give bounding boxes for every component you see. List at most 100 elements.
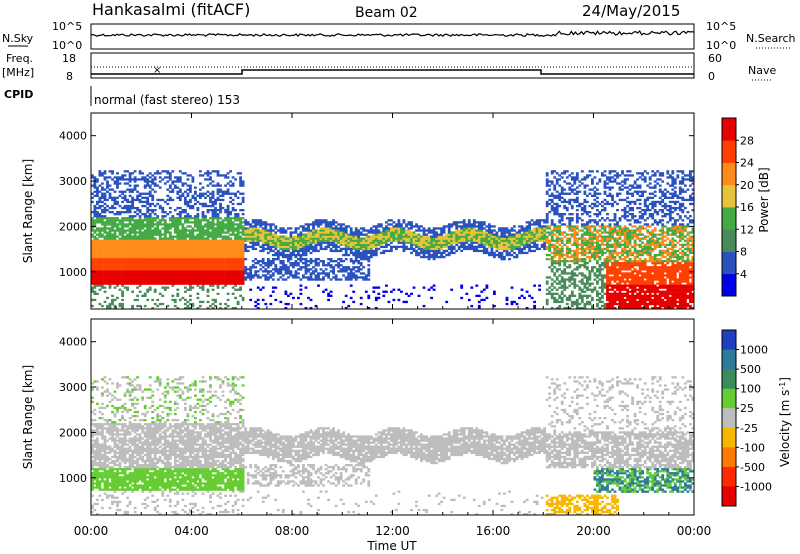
- heatmap-cell: [505, 253, 509, 257]
- heatmap-cell: [570, 292, 574, 295]
- heatmap-cell: [161, 276, 165, 279]
- heatmap-cell: [317, 284, 320, 287]
- heatmap-cell: [535, 247, 539, 251]
- heatmap-cell: [239, 280, 242, 283]
- heatmap-cell: [297, 264, 300, 267]
- heatmap-cell: [184, 247, 187, 251]
- heatmap-cell: [93, 206, 97, 210]
- heatmap-cell: [274, 233, 278, 236]
- heatmap-cell: [108, 266, 112, 269]
- heatmap-cell: [327, 258, 330, 261]
- heatmap-cell: [141, 176, 145, 179]
- heatmap-cell: [158, 282, 162, 285]
- heatmap-cell: [168, 258, 172, 261]
- heatmap-cell: [123, 204, 127, 208]
- heatmap-cell: [108, 223, 112, 226]
- heatmap-cell: [128, 184, 132, 187]
- heatmap-cell: [528, 225, 531, 228]
- heatmap-cell: [196, 227, 200, 230]
- heatmap-cell: [505, 296, 509, 300]
- heatmap-cell: [168, 274, 172, 277]
- heatmap-cell: [101, 241, 104, 244]
- heatmap-cell: [281, 229, 285, 232]
- nsearch-tick-top: 10^5: [706, 20, 736, 33]
- heatmap-cell: [558, 221, 562, 224]
- heatmap-cell: [116, 272, 119, 275]
- heatmap-cell: [450, 243, 454, 246]
- heatmap-cell: [211, 243, 215, 246]
- heatmap-cell: [239, 268, 242, 271]
- heatmap-cell: [98, 266, 102, 269]
- heatmap-cell: [276, 272, 280, 275]
- heatmap-cell: [196, 262, 200, 265]
- heatmap-cell: [116, 243, 119, 246]
- heatmap-cell: [332, 245, 335, 248]
- heatmap-cell: [136, 276, 139, 279]
- heatmap-cell: [236, 253, 240, 257]
- heatmap-cell: [420, 235, 423, 238]
- heatmap-cell: [241, 241, 245, 244]
- heatmap-cell: [540, 231, 544, 234]
- heatmap-cell: [445, 245, 449, 248]
- heatmap-cell: [121, 258, 124, 261]
- heatmap-cell: [239, 178, 242, 181]
- heatmap-cell: [171, 278, 175, 281]
- heatmap-cell: [271, 260, 275, 263]
- heatmap-cell: [294, 274, 298, 277]
- heatmap-cell: [520, 294, 524, 297]
- heatmap-cell: [196, 268, 200, 271]
- heatmap-cell: [450, 239, 454, 242]
- heatmap-cell: [184, 227, 187, 230]
- heatmap-cell: [234, 272, 237, 275]
- heatmap-cell: [548, 225, 552, 228]
- heatmap-cell: [254, 300, 258, 304]
- heatmap-cell: [565, 298, 569, 302]
- heatmap-cell: [204, 282, 207, 285]
- heatmap-cell: [131, 253, 134, 257]
- heatmap-cell: [309, 298, 313, 302]
- heatmap-cell: [304, 251, 308, 255]
- heatmap-cell: [289, 272, 293, 275]
- heatmap-cell: [199, 235, 202, 238]
- heatmap-cell: [111, 235, 114, 238]
- heatmap-cell: [261, 260, 265, 263]
- heatmap-cell: [141, 178, 145, 181]
- heatmap-cell: [91, 268, 94, 271]
- heatmap-cell: [201, 251, 205, 255]
- heatmap-cell: [106, 209, 109, 212]
- heatmap-cell: [457, 245, 461, 248]
- heatmap-cell: [194, 253, 197, 257]
- heatmap-cell: [163, 262, 167, 265]
- heatmap-cell: [508, 258, 511, 261]
- heatmap-cell: [191, 221, 195, 224]
- heatmap-cell: [374, 249, 378, 253]
- heatmap-cell: [113, 229, 117, 232]
- heatmap-cell: [465, 231, 469, 234]
- heatmap-cell: [462, 231, 466, 234]
- heatmap-cell: [128, 200, 132, 204]
- heatmap-cell: [221, 278, 225, 281]
- heatmap-cell: [168, 270, 172, 273]
- heatmap-cell: [211, 280, 215, 283]
- heatmap-cell: [173, 298, 177, 302]
- heatmap-cell: [133, 278, 137, 281]
- heatmap-cell: [229, 258, 232, 261]
- heatmap-cell: [214, 255, 217, 259]
- heatmap-cell: [498, 227, 501, 230]
- heatmap-cell: [422, 253, 426, 257]
- heatmap-cell: [103, 245, 107, 248]
- heatmap-cell: [395, 247, 398, 251]
- heatmap-cell: [186, 241, 190, 244]
- heatmap-cell: [209, 284, 212, 287]
- heatmap-cell: [101, 255, 104, 259]
- heatmap-cell: [211, 262, 215, 265]
- heatmap-cell: [211, 288, 215, 291]
- heatmap-cell: [189, 262, 192, 265]
- heatmap-cell: [153, 270, 157, 273]
- heatmap-cell: [216, 231, 220, 234]
- heatmap-cell: [98, 268, 102, 271]
- heatmap-cell: [555, 211, 559, 214]
- heatmap-cell: [101, 284, 104, 287]
- heatmap-cell: [93, 229, 97, 232]
- heatmap-cell: [533, 249, 536, 253]
